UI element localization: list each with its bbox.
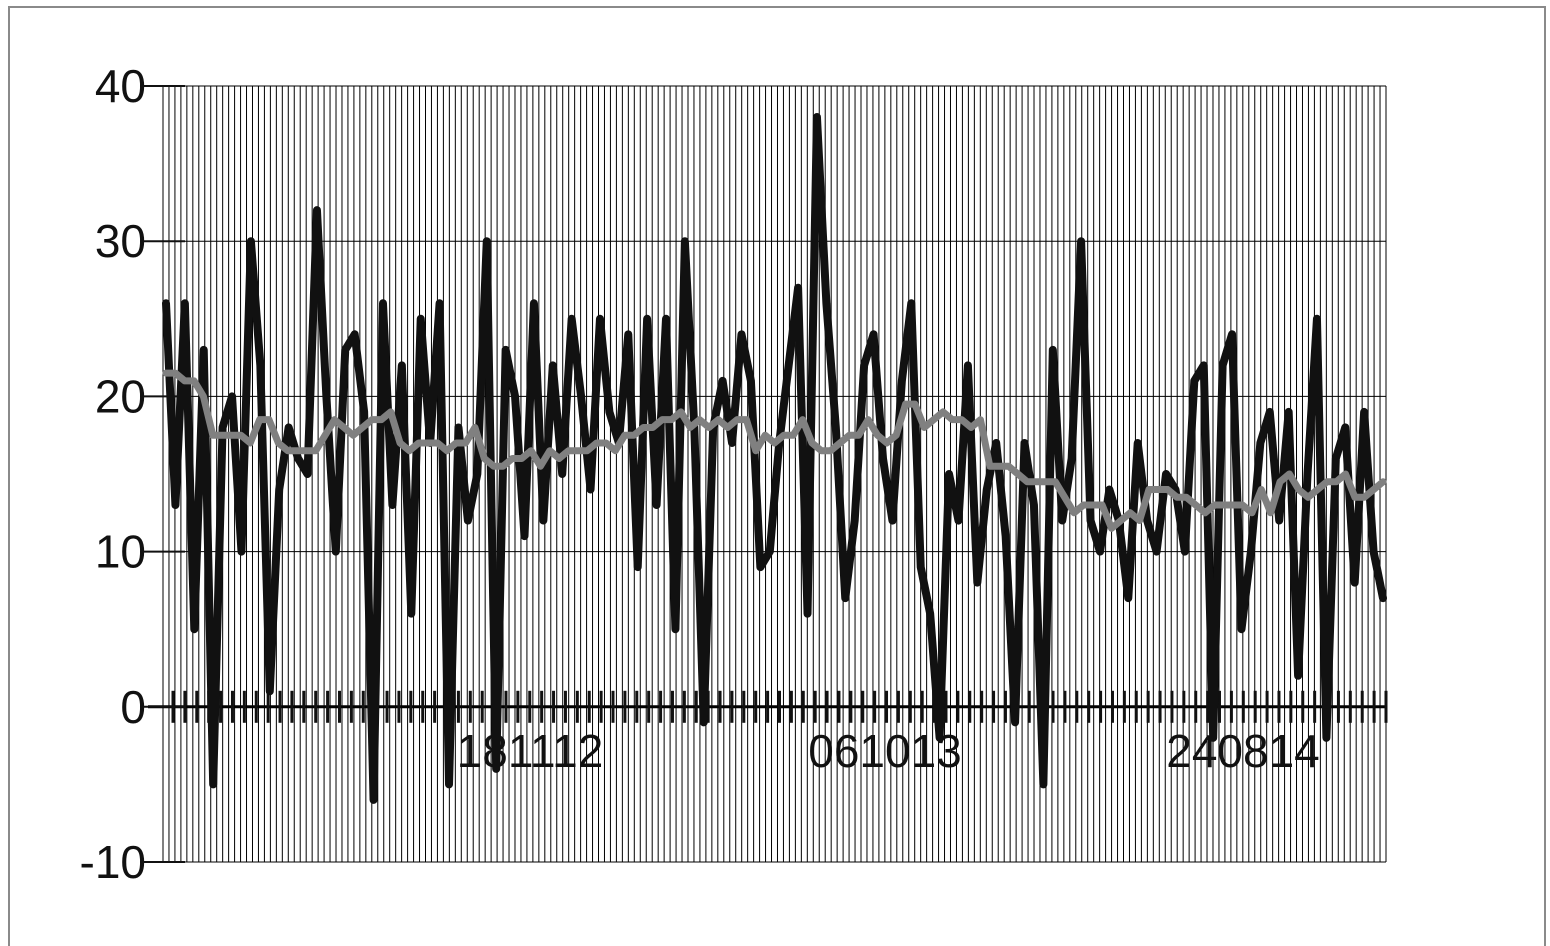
- y-tick-label: -10: [80, 836, 146, 888]
- y-tick-label: 40: [95, 60, 146, 112]
- y-tick-label: 30: [95, 215, 146, 267]
- series-layer: [162, 113, 1387, 804]
- y-tick-label: 10: [95, 526, 146, 578]
- y-axis: -10 0 10 20 30 40: [80, 60, 185, 888]
- y-tick-label: 20: [95, 370, 146, 422]
- x-tick-label: 181112: [457, 725, 604, 777]
- series-line-1: [162, 113, 1387, 804]
- y-tick-label: 0: [120, 681, 146, 733]
- x-tick-label: 240814: [1166, 725, 1320, 777]
- chart-frame: [8, 6, 1546, 946]
- x-axis-labels: 181112 061013 240814: [457, 725, 1320, 777]
- series-line-2: [162, 369, 1387, 532]
